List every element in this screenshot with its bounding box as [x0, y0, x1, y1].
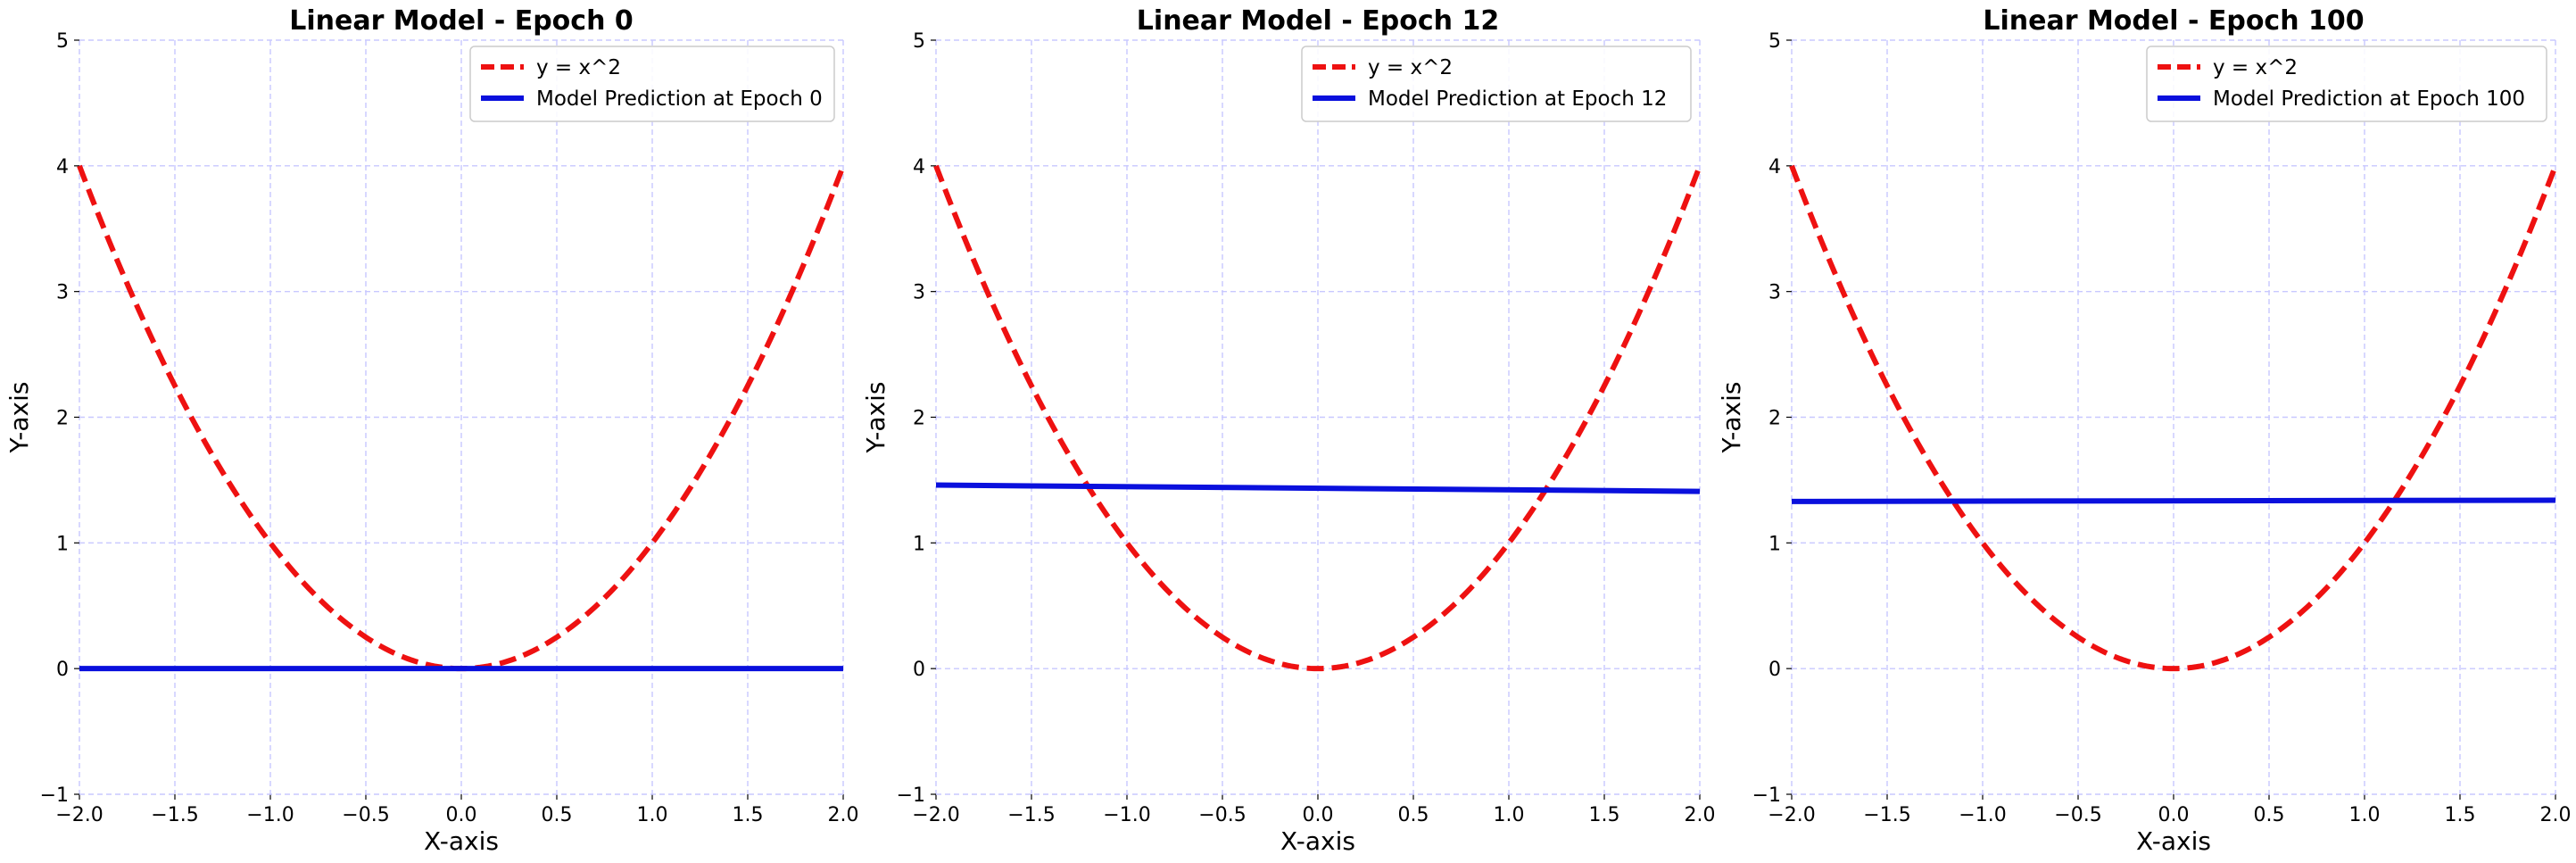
y-tick-label: 2 [1768, 408, 1781, 430]
x-tick-label: 1.5 [733, 804, 764, 826]
y-tick-label: 4 [56, 156, 69, 178]
chart-title: Linear Model - Epoch 100 [1983, 5, 2364, 37]
legend-label-model-prediction: Model Prediction at Epoch 100 [2213, 87, 2525, 111]
x-tick-label: 0.5 [2254, 804, 2285, 826]
y-tick-label: 0 [913, 659, 925, 681]
x-tick-label: −0.5 [2054, 804, 2101, 826]
legend-label-x-squared: y = x^2 [2213, 56, 2298, 79]
legend-box [2146, 46, 2547, 122]
x-tick-label: 2.0 [2540, 804, 2572, 826]
x-tick-label: −1.0 [1103, 804, 1150, 826]
x-tick-label: 2.0 [1685, 804, 1716, 826]
y-axis-label: Y-axis [861, 382, 890, 454]
x-tick-label: 1.0 [637, 804, 668, 826]
x-tick-label: −2.0 [55, 804, 103, 826]
y-tick-label: 1 [56, 533, 69, 555]
series-line-model-prediction [1791, 497, 2556, 504]
series-line-x-squared [933, 164, 1702, 672]
chart-title: Linear Model - Epoch 12 [1137, 5, 1499, 37]
y-tick-label: 4 [1768, 156, 1781, 178]
x-tick-label: −0.5 [342, 804, 389, 826]
y-tick-label: 2 [56, 408, 69, 430]
y-tick-label: 0 [1768, 659, 1781, 681]
subplot-epoch-12: −2.0 −1.5 −1.0 −0.5 0.0 0.5 1.0 1.5 2.0 −1 0 1 2 3 4 5 L… [861, 5, 1716, 856]
legend-label-x-squared: y = x^2 [1368, 56, 1453, 79]
x-tick-label: −1.5 [1863, 804, 1910, 826]
legend-box [1301, 46, 1692, 122]
y-tick-label: 3 [913, 282, 925, 304]
chart-title: Linear Model - Epoch 0 [289, 5, 634, 37]
series-line-x-squared [1789, 164, 2558, 672]
x-tick-label: 0.0 [446, 804, 477, 826]
legend-box [469, 46, 835, 122]
legend-label-x-squared: y = x^2 [536, 56, 621, 79]
y-tick-label: −1 [897, 784, 925, 807]
x-tick-label: −1.5 [151, 804, 198, 826]
x-tick-label: −2.0 [912, 804, 959, 826]
y-tick-label: 0 [56, 659, 69, 681]
x-tick-label: 0.0 [2158, 804, 2190, 826]
y-axis-label: Y-axis [4, 382, 34, 454]
x-tick-label: 1.5 [1589, 804, 1620, 826]
x-tick-label: −0.5 [1198, 804, 1246, 826]
y-tick-label: 4 [913, 156, 925, 178]
x-tick-label: 2.0 [828, 804, 859, 826]
x-tick-label: −1.5 [1007, 804, 1055, 826]
y-tick-label: 2 [913, 408, 925, 430]
x-tick-label: −1.0 [246, 804, 294, 826]
x-tick-label: 1.0 [1494, 804, 1525, 826]
y-tick-label: 3 [56, 282, 69, 304]
y-tick-label: −1 [1752, 784, 1781, 807]
y-axis-label: Y-axis [1717, 382, 1746, 454]
x-tick-label: 1.0 [2349, 804, 2381, 826]
x-axis-label: X-axis [2136, 826, 2211, 856]
x-tick-label: −2.0 [1768, 804, 1815, 826]
y-tick-label: 3 [1768, 282, 1781, 304]
legend-label-model-prediction: Model Prediction at Epoch 12 [1368, 87, 1667, 111]
y-tick-label: 5 [913, 30, 925, 53]
y-tick-label: 1 [1768, 533, 1781, 555]
subplot-epoch-100: −2.0 −1.5 −1.0 −0.5 0.0 0.5 1.0 1.5 2.0 −1 0 1 2 3 4 5 L… [1717, 5, 2572, 856]
subplot-epoch-0: −2.0 −1.5 −1.0 −0.5 0.0 0.5 1.0 1.5 2.0 −1 0 1 2 3 4 5 L… [4, 5, 859, 856]
legend-label-model-prediction: Model Prediction at Epoch 0 [536, 87, 823, 111]
y-tick-label: 5 [56, 30, 69, 53]
x-tick-label: 0.0 [1303, 804, 1334, 826]
x-tick-label: 1.5 [2445, 804, 2476, 826]
x-tick-label: 0.5 [542, 804, 573, 826]
x-tick-label: −1.0 [1959, 804, 2006, 826]
y-tick-label: 1 [913, 533, 925, 555]
x-axis-label: X-axis [1280, 826, 1355, 856]
series-line-model-prediction [935, 482, 1701, 494]
x-tick-label: 0.5 [1398, 804, 1429, 826]
y-tick-label: 5 [1768, 30, 1781, 53]
y-tick-label: −1 [40, 784, 69, 807]
x-axis-label: X-axis [424, 826, 499, 856]
